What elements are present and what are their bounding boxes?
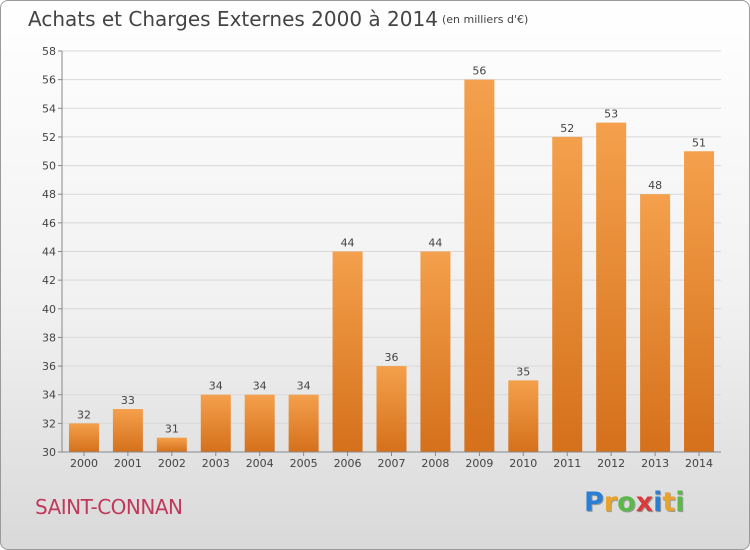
y-tick-label: 50 — [42, 160, 56, 173]
x-tick-label: 2008 — [421, 457, 449, 470]
chart-title: Achats et Charges Externes 2000 à 2014 (e… — [28, 7, 528, 31]
data-label: 44 — [341, 237, 355, 250]
data-label: 48 — [648, 179, 662, 192]
data-label: 51 — [692, 136, 706, 149]
data-label: 44 — [428, 237, 442, 250]
logo-letter: P — [584, 487, 604, 518]
bar — [508, 380, 539, 452]
y-tick-label: 42 — [42, 274, 56, 287]
x-tick-label: 2004 — [246, 457, 274, 470]
bar — [684, 151, 715, 452]
x-tick-label: 2013 — [641, 457, 669, 470]
bars — [68, 79, 715, 453]
bar — [420, 251, 451, 452]
bar — [288, 394, 319, 452]
bar — [376, 366, 407, 452]
bar — [68, 423, 99, 452]
data-label: 35 — [516, 365, 530, 378]
logo-letter: t — [662, 487, 676, 518]
x-tick-label: 2012 — [597, 457, 625, 470]
data-label: 36 — [385, 351, 399, 364]
y-tick-label: 44 — [42, 246, 56, 259]
logo-letter: r — [603, 487, 618, 518]
bar — [200, 394, 231, 452]
x-tick-label: 2014 — [685, 457, 713, 470]
x-tick-label: 2007 — [378, 457, 406, 470]
logo-letter: i — [653, 487, 663, 518]
bar — [332, 251, 363, 452]
title-text: Achats et Charges Externes 2000 à 2014 — [28, 7, 438, 31]
data-label: 53 — [604, 108, 618, 121]
y-tick-labels: 30 32 34 36 38 40 42 44 46 48 50 52 54 56 58 — [42, 45, 56, 459]
data-label: 56 — [472, 65, 486, 78]
logo-letter: x — [635, 487, 654, 518]
proxiti-logo[interactable]: Proxiti — [584, 487, 685, 518]
x-tick-label: 2010 — [509, 457, 537, 470]
y-tick-label: 48 — [42, 188, 56, 201]
data-label: 31 — [165, 423, 179, 436]
data-label: 34 — [253, 380, 267, 393]
y-tick-label: 52 — [42, 131, 56, 144]
y-tick-label: 46 — [42, 217, 56, 230]
y-tick-label: 38 — [42, 331, 56, 344]
logo-letter: i — [675, 487, 685, 518]
y-tick-label: 40 — [42, 303, 56, 316]
title-unit: (en milliers d'€) — [441, 13, 529, 26]
x-tick-label: 2006 — [334, 457, 362, 470]
data-labels: 32 33 31 34 34 34 44 36 44 56 35 52 53 48 51 — [77, 65, 706, 436]
data-label: 34 — [209, 380, 223, 393]
x-tick-label: 2000 — [70, 457, 98, 470]
bar — [464, 79, 495, 453]
bar — [596, 122, 627, 452]
x-tick-label: 2009 — [465, 457, 493, 470]
y-tick-label: 34 — [42, 389, 56, 402]
bar — [552, 136, 583, 452]
data-label: 52 — [560, 122, 574, 135]
commune-name: SAINT-CONNAN — [35, 495, 183, 519]
y-tick-label: 56 — [42, 74, 56, 87]
x-tick-label: 2011 — [553, 457, 581, 470]
bar — [244, 394, 275, 452]
bar — [156, 437, 187, 452]
data-label: 34 — [297, 380, 311, 393]
y-tick-label: 32 — [42, 417, 56, 430]
logo-letter: o — [617, 487, 636, 518]
y-tick-label: 58 — [42, 45, 56, 58]
x-tick-label: 2001 — [114, 457, 142, 470]
data-label: 32 — [77, 408, 91, 421]
bar — [640, 194, 671, 452]
y-tick-label: 30 — [42, 446, 56, 459]
bar — [112, 409, 143, 452]
data-label: 33 — [121, 394, 135, 407]
x-tick-label: 2005 — [290, 457, 318, 470]
x-tick-labels: 2000 2001 2002 2003 2004 2005 2006 2007 2008 2009… — [70, 452, 713, 470]
y-tick-label: 54 — [42, 102, 56, 115]
x-tick-label: 2003 — [202, 457, 230, 470]
y-tick-label: 36 — [42, 360, 56, 373]
x-tick-label: 2002 — [158, 457, 186, 470]
